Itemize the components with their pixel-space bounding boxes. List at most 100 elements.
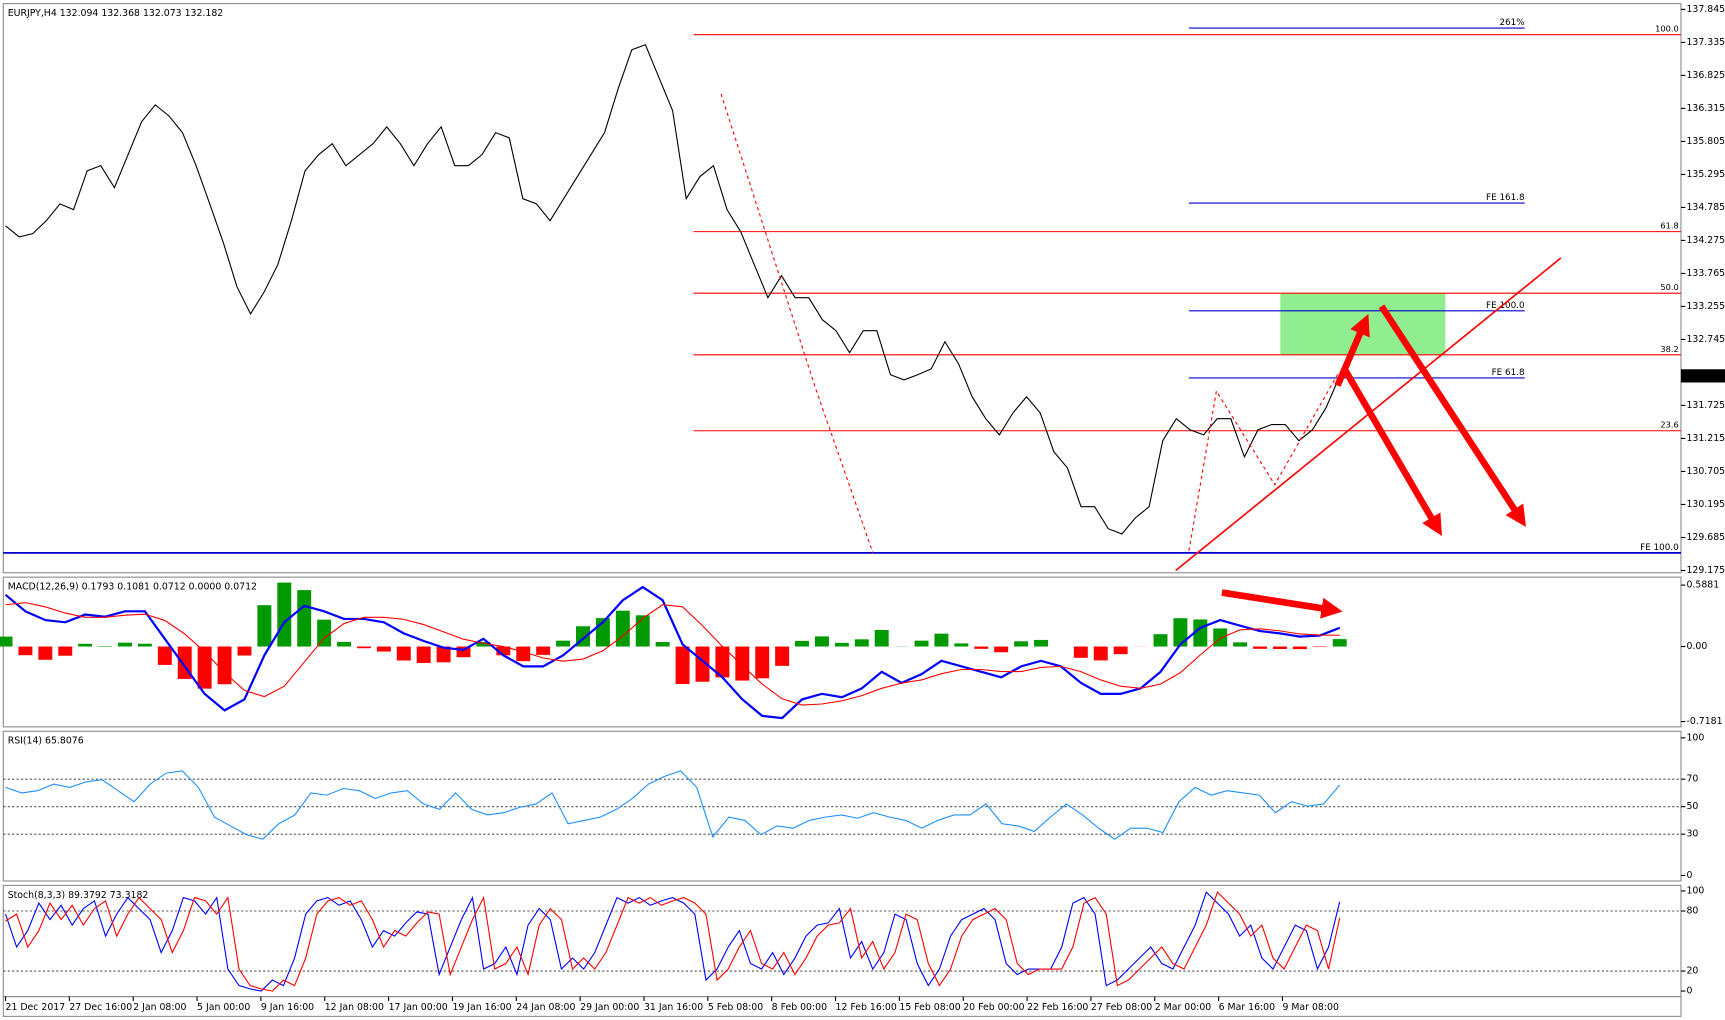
histogram-bar xyxy=(1312,646,1327,648)
panel-frame xyxy=(2,3,1682,574)
y-tick-label: 70 xyxy=(1686,774,1698,785)
histogram-bar xyxy=(536,646,551,655)
fe-label: FE 100.0 xyxy=(1486,301,1525,311)
histogram-bar xyxy=(38,646,53,660)
histogram-bar xyxy=(1153,634,1168,647)
y-tick-label: 100 xyxy=(1686,885,1704,896)
y-tick-label: 131.215 xyxy=(1686,433,1725,444)
histogram-bar xyxy=(874,630,889,647)
date-label: 31 Jan 16:00 xyxy=(644,1002,703,1013)
date-label: 29 Jan 00:00 xyxy=(580,1002,639,1013)
y-tick-label: 137.335 xyxy=(1686,37,1725,48)
histogram-bar xyxy=(1233,642,1248,647)
y-tick-label: 130.195 xyxy=(1686,499,1725,510)
fe-label: 261% xyxy=(1499,18,1524,28)
y-tick-label: 20 xyxy=(1686,966,1698,977)
date-label: 12 Jan 08:00 xyxy=(325,1002,384,1013)
histogram-bar xyxy=(556,640,571,647)
histogram-bar xyxy=(376,646,391,652)
histogram-bar xyxy=(1173,618,1188,647)
y-tick-label: 129.685 xyxy=(1686,532,1725,543)
histogram-bar xyxy=(675,646,690,685)
last-price-box xyxy=(1680,369,1725,383)
histogram-bar xyxy=(496,646,511,656)
histogram-bar xyxy=(814,636,829,647)
date-label: 9 Mar 08:00 xyxy=(1282,1002,1338,1013)
last-price-label: 132.182 xyxy=(1685,370,1724,381)
y-tick-label: 133.255 xyxy=(1686,301,1725,312)
histogram-bar xyxy=(1332,639,1347,647)
histogram-bar xyxy=(476,641,491,647)
date-label: 9 Jan 16:00 xyxy=(261,1002,314,1013)
date-label: 27 Feb 08:00 xyxy=(1091,1002,1152,1013)
histogram-bar xyxy=(237,646,252,656)
fib-label: 61.8 xyxy=(1660,221,1678,231)
date-label: 15 Feb 08:00 xyxy=(899,1002,960,1013)
y-tick-label: 134.785 xyxy=(1686,202,1725,213)
indicator-title: RSI(14) 65.8076 xyxy=(8,736,84,747)
histogram-bar xyxy=(197,646,212,689)
histogram-bar xyxy=(934,633,949,647)
histogram-bar xyxy=(456,646,471,658)
date-label: 17 Jan 00:00 xyxy=(389,1002,448,1013)
panel-frame xyxy=(2,576,1682,728)
histogram-bar xyxy=(1034,639,1048,647)
histogram-bar xyxy=(516,646,531,662)
arrow xyxy=(1342,368,1442,537)
y-tick-label: 0 xyxy=(1686,986,1692,997)
date-label: 5 Jan 00:00 xyxy=(197,1002,250,1013)
y-tick-label: 135.295 xyxy=(1686,169,1725,180)
y-tick-label: 0.00 xyxy=(1686,641,1707,652)
histogram-bar xyxy=(615,610,630,647)
y-tick-label: -0.7181 xyxy=(1686,716,1722,727)
y-tick-label: 135.805 xyxy=(1686,136,1725,147)
arrow xyxy=(1221,589,1343,619)
histogram-bar xyxy=(795,640,810,647)
histogram-bar xyxy=(416,646,431,663)
date-label: 8 Feb 00:00 xyxy=(772,1002,827,1013)
date-label: 21 Dec 2017 xyxy=(6,1002,66,1013)
date-label: 19 Jan 16:00 xyxy=(452,1002,511,1013)
dashed-swing xyxy=(1188,374,1338,551)
date-label: 6 Mar 16:00 xyxy=(1219,1002,1275,1013)
y-tick-label: 50 xyxy=(1686,801,1698,812)
date-label: 2 Jan 08:00 xyxy=(133,1002,186,1013)
histogram-bar xyxy=(1213,628,1228,647)
indicator-title: EURJPY,H4 132.094 132.368 132.073 132.18… xyxy=(8,8,224,19)
histogram-bar xyxy=(974,646,989,649)
histogram-bar xyxy=(655,642,670,647)
y-tick-label: 130.705 xyxy=(1686,466,1725,477)
date-label: 12 Feb 16:00 xyxy=(836,1002,897,1013)
histogram-bar xyxy=(695,646,710,682)
fib-label: 38.2 xyxy=(1660,344,1678,354)
y-tick-label: 137.845 xyxy=(1686,4,1725,15)
histogram-bar xyxy=(854,639,869,647)
histogram-bar xyxy=(635,615,650,647)
histogram-bar xyxy=(118,642,132,647)
histogram-bar xyxy=(715,646,730,678)
date-label: 24 Jan 08:00 xyxy=(516,1002,575,1013)
fib-label: 50.0 xyxy=(1660,282,1678,292)
histogram-bar xyxy=(1292,646,1307,650)
y-tick-label: 133.765 xyxy=(1686,268,1725,279)
support-label: FE 100.0 xyxy=(1640,543,1679,553)
date-label: 20 Feb 00:00 xyxy=(963,1002,1024,1013)
y-tick-label: 136.315 xyxy=(1686,103,1725,114)
histogram-bar xyxy=(1113,646,1128,655)
histogram-bar xyxy=(775,646,790,666)
y-tick-label: 30 xyxy=(1686,829,1698,840)
histogram-bar xyxy=(98,646,113,647)
fe-label: FE 161.8 xyxy=(1486,193,1525,203)
histogram-bar xyxy=(78,643,93,647)
histogram-bar xyxy=(755,646,770,679)
histogram-bar xyxy=(834,642,849,647)
histogram-bar xyxy=(317,619,332,647)
histogram-bar xyxy=(157,646,172,665)
histogram-bar xyxy=(337,641,352,647)
histogram-bar xyxy=(1014,641,1029,647)
histogram-bar xyxy=(217,646,232,685)
histogram-bar xyxy=(58,646,73,656)
histogram-bar xyxy=(735,646,750,681)
